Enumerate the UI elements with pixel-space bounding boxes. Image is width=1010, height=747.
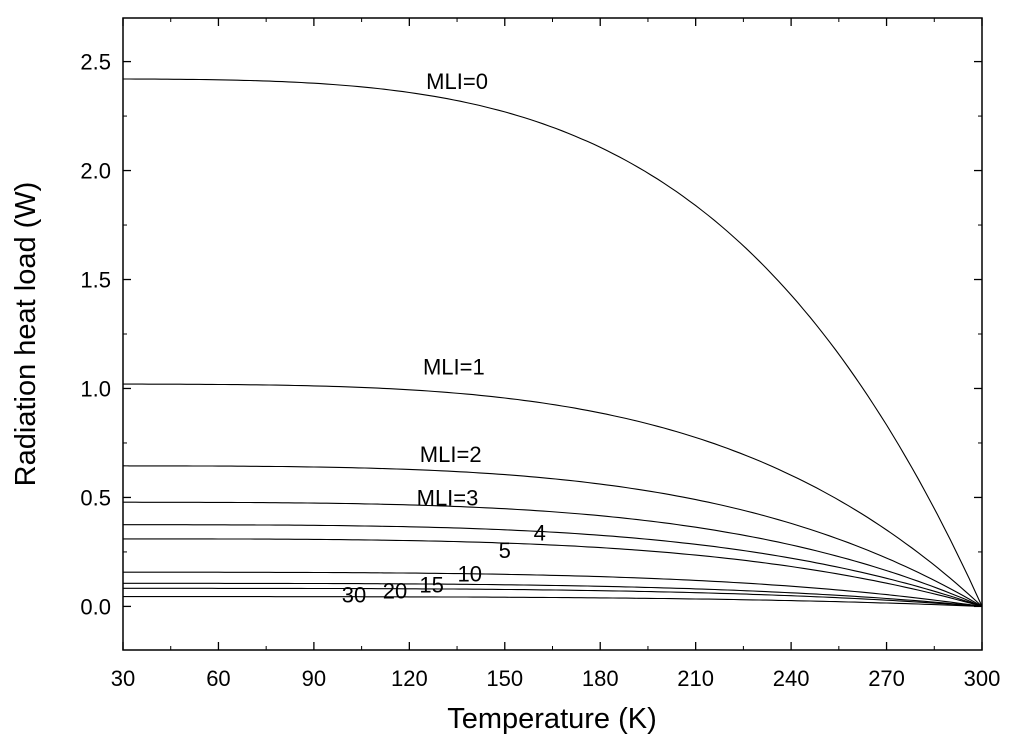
ticks: 30 60 90 120 150 180 210 240 270 300 0.0 0.5 1.0 1.5 2…: [80, 18, 1000, 691]
x-tick-label: 270: [868, 666, 905, 691]
series-line-10: [123, 571, 983, 607]
curve-label: 20: [383, 578, 407, 603]
x-tick-label: 210: [677, 666, 714, 691]
x-tick-label: 300: [964, 666, 1001, 691]
curve-label: MLI=3: [417, 485, 479, 510]
x-tick-label: 60: [206, 666, 230, 691]
curve-label: MLI=0: [426, 69, 488, 94]
series-line-mli-2: [122, 465, 983, 607]
annotations: MLI=0 MLI=1 MLI=2 MLI=3 45 10 15 20 30: [342, 69, 546, 607]
curve-label: 5: [499, 538, 511, 563]
x-tick-label: 180: [582, 666, 619, 691]
series-line-mli-1: [123, 383, 983, 607]
curves: [122, 78, 983, 607]
y-axis-label: Radiation heat load (W): [10, 182, 42, 487]
series-line-30: [123, 596, 983, 607]
series-line-15: [123, 582, 983, 607]
series-line-4: [123, 524, 983, 607]
x-tick-label: 120: [391, 666, 428, 691]
series-line-mli-3: [123, 501, 983, 607]
series-line-5: [123, 538, 983, 607]
y-tick-label: 2.0: [80, 159, 111, 184]
y-tick-label: 1.5: [80, 268, 111, 293]
x-tick-label: 240: [773, 666, 810, 691]
y-tick-label: 0.0: [80, 594, 111, 619]
y-tick-label: 2.5: [80, 50, 111, 75]
curve-label: MLI=2: [420, 442, 482, 467]
curve-label: 30: [342, 582, 366, 607]
y-tick-label: 0.5: [80, 485, 111, 510]
series-line-20: [123, 587, 983, 607]
curve-label: MLI=1: [423, 355, 485, 380]
x-tick-label: 30: [111, 666, 135, 691]
x-tick-label: 150: [486, 666, 523, 691]
y-tick-label: 1.0: [80, 376, 111, 401]
series-line-mli-0: [123, 78, 983, 607]
x-tick-label: 90: [302, 666, 326, 691]
plot-frame: [122, 17, 983, 651]
x-axis-label: Temperature (K): [447, 703, 657, 735]
curve-label: 15: [419, 573, 443, 598]
curve-label: 10: [458, 562, 482, 587]
curve-label: 4: [534, 520, 546, 545]
